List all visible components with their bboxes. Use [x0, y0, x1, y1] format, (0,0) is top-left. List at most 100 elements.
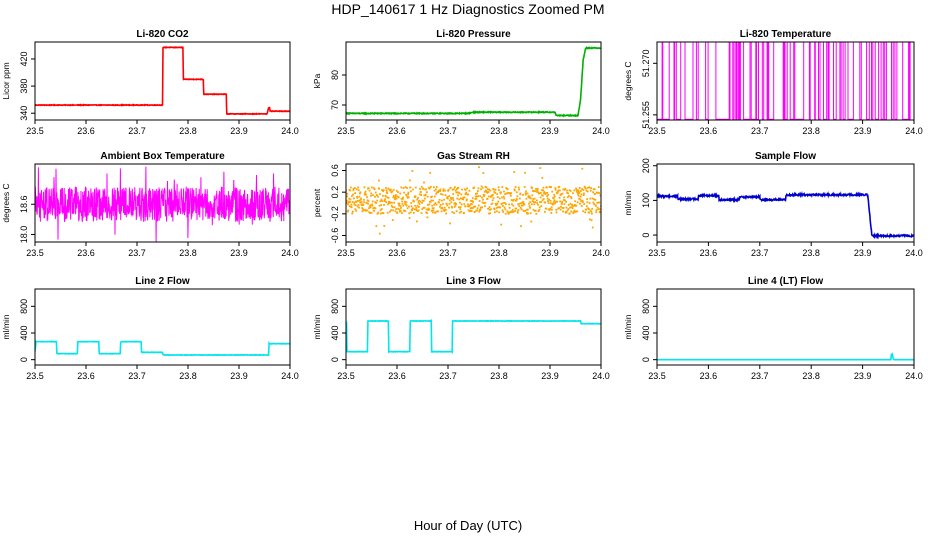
data-point: [367, 200, 370, 202]
data-point: [395, 189, 398, 192]
data-point: [388, 188, 391, 191]
data-point: [359, 198, 362, 201]
data-point: [531, 187, 533, 190]
data-point: [549, 202, 552, 205]
data-point: [504, 212, 507, 215]
data-point: [389, 188, 392, 191]
data-point: [598, 210, 601, 213]
data-point: [532, 190, 534, 192]
data-point: [412, 188, 414, 191]
data-point: [399, 192, 402, 195]
y-axis-label: ml/min: [623, 190, 633, 215]
data-point: [598, 201, 601, 204]
data-point: [597, 186, 600, 189]
data-point: [365, 201, 368, 204]
data-point: [347, 200, 350, 203]
data-point: [474, 195, 477, 198]
data-point: [537, 210, 540, 213]
data-point: [586, 190, 589, 193]
panel-line-4-lt-flow: Line 4 (LT) Flow ml/min 23.5 23.6 23.7 23.8 23…: [623, 276, 923, 381]
data-point: [594, 204, 597, 207]
data-point: [513, 188, 516, 191]
data-point: [492, 197, 495, 199]
data-point: [518, 205, 521, 207]
panel-sample-flow: Sample Flow ml/min 23.5 23.6 23.7 23.8 23.9 24.…: [623, 151, 923, 258]
data-point: [551, 202, 554, 205]
data-point: [417, 201, 420, 204]
data-point: [576, 210, 579, 213]
data-point: [405, 204, 408, 207]
y-tick-label: 100: [641, 193, 651, 208]
data-point: [559, 200, 562, 203]
data-point: [483, 195, 486, 198]
data-point: [383, 199, 386, 202]
data-point: [420, 185, 423, 188]
data-point: [529, 212, 532, 215]
data-point: [419, 200, 422, 203]
data-point: [406, 187, 408, 189]
x-tick-label: 23.9: [230, 371, 248, 381]
data-point: [594, 192, 596, 195]
x-tick-label: 23.6: [388, 248, 406, 258]
data-point: [357, 186, 360, 189]
data-point: [480, 188, 482, 191]
data-point: [558, 189, 561, 192]
data-point: [475, 193, 477, 195]
data-point: [512, 204, 515, 207]
x-tick-label: 23.5: [648, 371, 666, 381]
data-point: [404, 203, 407, 206]
data-point: [368, 205, 371, 208]
data-point: [542, 189, 545, 192]
data-point: [465, 199, 468, 202]
data-point: [473, 186, 476, 189]
data-point: [488, 208, 491, 211]
panel-title: Ambient Box Temperature: [100, 151, 225, 162]
data-point: [347, 203, 349, 206]
data-point: [488, 188, 491, 191]
data-point: [393, 206, 396, 209]
data-point: [588, 211, 590, 214]
data-point: [591, 226, 594, 229]
data-point: [385, 191, 388, 194]
data-point: [439, 190, 442, 192]
data-point: [533, 190, 535, 193]
data-layer: [346, 46, 601, 118]
data-point: [461, 188, 463, 191]
data-point: [396, 195, 399, 198]
data-point: [413, 208, 416, 211]
data-point: [379, 212, 382, 215]
data-point: [505, 187, 508, 189]
data-point: [480, 185, 483, 188]
data-point: [463, 196, 466, 199]
data-point: [575, 187, 577, 190]
data-point: [394, 198, 396, 201]
data-point: [596, 201, 599, 204]
data-point: [551, 190, 554, 193]
data-point: [520, 202, 523, 204]
data-point: [494, 188, 497, 191]
data-point: [356, 196, 359, 199]
data-point: [518, 202, 521, 205]
data-point: [476, 192, 478, 195]
data-point: [583, 203, 586, 205]
data-point: [590, 187, 592, 189]
chart-main-title: HDP_140617 1 Hz Diagnostics Zoomed PM: [331, 1, 605, 17]
data-point: [459, 197, 462, 200]
data-point: [406, 207, 409, 210]
data-point: [525, 197, 528, 200]
data-point: [433, 189, 436, 192]
data-point: [547, 200, 549, 202]
panel-li-820-temperature: Li-820 Temperature degrees C 23.5 23.6 23.7 2…: [623, 29, 923, 136]
data-point: [399, 205, 402, 207]
data-point: [534, 190, 537, 193]
data-point: [454, 204, 457, 207]
y-tick-label: 400: [19, 325, 29, 340]
data-point: [534, 209, 537, 212]
data-point: [570, 197, 573, 200]
data-point: [374, 191, 377, 194]
data-point: [514, 210, 516, 212]
y-axis-label: degrees C: [623, 61, 633, 100]
data-point: [439, 203, 442, 206]
data-point: [451, 188, 454, 191]
data-point: [416, 204, 419, 207]
